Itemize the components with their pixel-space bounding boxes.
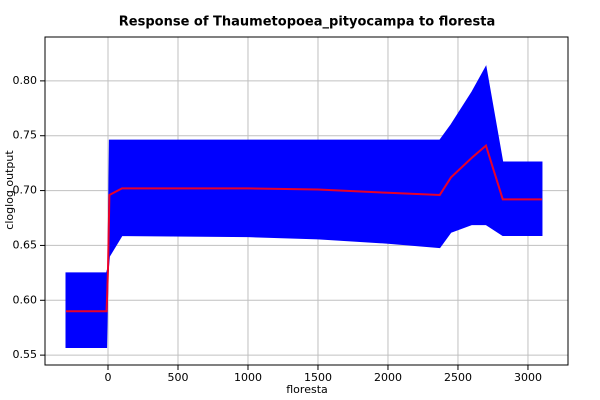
x-tick-label: 0	[104, 371, 111, 384]
x-axis-label: floresta	[286, 383, 328, 396]
y-tick-label: 0.80	[13, 74, 38, 87]
y-axis-label: cloglog output	[3, 150, 16, 230]
plot-frame	[44, 36, 569, 366]
x-tick-label: 2500	[444, 371, 472, 384]
y-tick-label: 0.75	[13, 129, 38, 142]
x-tick-label: 500	[167, 371, 188, 384]
x-tick-label: 1500	[304, 371, 332, 384]
response-line	[65, 143, 542, 313]
y-tick-label: 0.60	[13, 293, 38, 306]
y-tick-label: 0.55	[13, 348, 38, 361]
chart-title: Response of Thaumetopoea_pityocampa to f…	[119, 15, 495, 30]
y-tick-label: 0.70	[13, 184, 38, 197]
confidence-band	[65, 65, 543, 348]
y-tick-label: 0.65	[13, 238, 38, 251]
x-tick-label: 1000	[234, 371, 262, 384]
x-tick-label: 2000	[374, 371, 402, 384]
x-tick-label: 3000	[514, 371, 542, 384]
